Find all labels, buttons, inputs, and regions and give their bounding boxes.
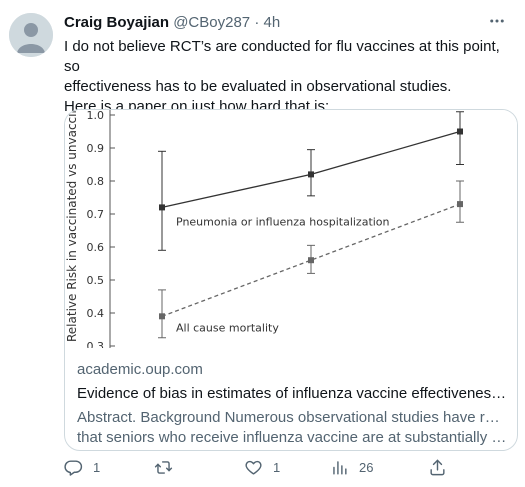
card-title: Evidence of bias in estimates of influen…: [77, 385, 507, 402]
views-button[interactable]: 26: [330, 456, 373, 478]
data-point: [159, 313, 165, 320]
y-tick-label: 0.5: [87, 274, 105, 287]
avatar[interactable]: [9, 13, 53, 57]
card-description-line: Abstract. Background Numerous observatio…: [77, 409, 507, 426]
author-name[interactable]: Craig Boyajian: [64, 14, 170, 31]
reply-count: 1: [93, 459, 101, 475]
chart: Relative Risk in vaccinated vs unvaccin …: [65, 110, 517, 348]
card-description: Abstract. Background Numerous observatio…: [77, 408, 507, 448]
tweet-header: Craig Boyajian @CBoy287 · 4h: [64, 13, 280, 33]
like-button[interactable]: 1: [244, 456, 280, 478]
reply-icon: [64, 459, 83, 476]
retweet-button[interactable]: [154, 456, 183, 478]
y-ticks: 1.0 0.9 0.8 0.7 0.6 0.5 0.4 0.3: [87, 110, 115, 348]
y-axis-label: Relative Risk in vaccinated vs unvaccin: [65, 110, 79, 342]
card-domain: academic.oup.com: [77, 361, 203, 378]
share-button[interactable]: [428, 456, 447, 478]
views-count: 26: [359, 459, 374, 475]
card-image[interactable]: Relative Risk in vaccinated vs unvaccin …: [65, 110, 517, 348]
data-point: [457, 201, 463, 208]
y-tick-label: 0.4: [87, 307, 105, 320]
heart-icon: [245, 460, 262, 475]
default-avatar-icon: [9, 13, 53, 57]
series-label: All cause mortality: [176, 321, 279, 334]
y-tick-label: 0.8: [87, 175, 105, 188]
tweet-time[interactable]: 4h: [263, 14, 281, 31]
like-count: 1: [273, 459, 281, 475]
chart-background: [65, 110, 517, 348]
data-point: [308, 171, 314, 178]
tweet-line: I do not believe RCT’s are conducted for…: [64, 38, 500, 75]
more-options-button[interactable]: [480, 8, 514, 34]
reply-button[interactable]: 1: [64, 456, 100, 478]
more-icon: [490, 19, 504, 23]
card-description-line: that seniors who receive influenza vacci…: [77, 429, 507, 446]
data-point: [308, 257, 314, 264]
y-tick-label: 1.0: [87, 110, 105, 122]
y-tick-label: 0.7: [87, 208, 105, 221]
data-point: [159, 204, 165, 211]
tweet-line: effectiveness has to be evaluated in obs…: [64, 78, 452, 95]
series-2: All cause mortality: [158, 180, 464, 339]
y-tick-label: 0.9: [87, 142, 105, 155]
card-text: academic.oup.com Evidence of bias in est…: [77, 360, 507, 448]
series-group: Pneumonia or influenza hospitalization Al…: [158, 111, 464, 339]
link-card[interactable]: Relative Risk in vaccinated vs unvaccin …: [64, 109, 518, 451]
y-tick-label: 0.6: [87, 241, 105, 254]
tweet-text: I do not believe RCT’s are conducted for…: [64, 37, 514, 117]
share-icon: [430, 459, 445, 475]
views-icon: [333, 460, 347, 475]
data-point: [457, 128, 463, 135]
author-handle[interactable]: @CBoy287: [173, 14, 251, 31]
y-tick-label: 0.3: [87, 340, 105, 348]
series-label: Pneumonia or influenza hospitalization: [176, 215, 390, 228]
series-1: Pneumonia or influenza hospitalization: [158, 111, 464, 251]
retweet-icon: [154, 460, 173, 474]
separator-dot: ·: [254, 14, 260, 31]
action-bar: 1 1 26: [60, 456, 500, 478]
